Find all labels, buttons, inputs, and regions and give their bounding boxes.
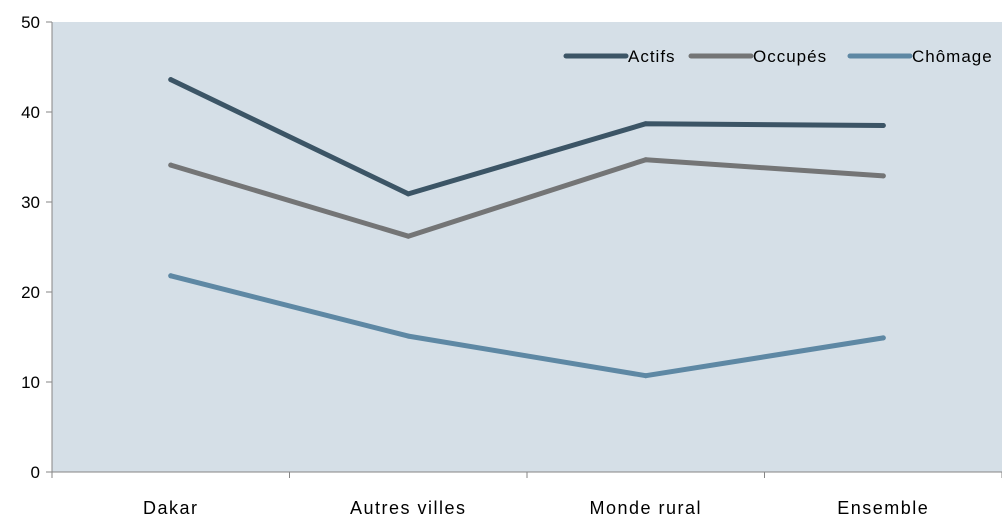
data-point	[880, 335, 886, 341]
data-point	[168, 77, 174, 83]
x-tick-label: Autres villes	[350, 498, 467, 518]
data-point	[880, 123, 886, 128]
series-group	[168, 273, 886, 379]
data-point	[405, 191, 411, 197]
data-point	[643, 373, 649, 379]
y-tick-label: 10	[21, 373, 40, 392]
series-layer	[168, 77, 886, 379]
data-point	[643, 121, 649, 127]
legend-item: Chômage	[847, 47, 993, 66]
y-tick-label: 20	[21, 283, 40, 302]
legend-item: Actifs	[563, 47, 676, 66]
legend-item: Occupés	[688, 47, 827, 66]
series-line	[168, 157, 886, 239]
y-tick-label: 40	[21, 103, 40, 122]
series-group	[168, 77, 886, 197]
data-point	[643, 157, 649, 163]
legend-label: Actifs	[628, 47, 676, 66]
series-group	[168, 157, 886, 239]
y-tick-label: 0	[31, 463, 40, 482]
legend-label: Chômage	[912, 47, 993, 66]
legend-label: Occupés	[753, 47, 827, 66]
data-point	[168, 273, 174, 279]
data-point	[168, 162, 174, 168]
series-line	[168, 273, 886, 379]
x-tick-label: Dakar	[143, 498, 199, 518]
data-point	[405, 333, 411, 339]
data-point	[405, 233, 411, 239]
y-tick-label: 30	[21, 193, 40, 212]
data-point	[880, 173, 886, 179]
x-tick-label: Monde rural	[589, 498, 702, 518]
series-line	[168, 77, 886, 197]
legend: Actifs Occupés Chômage	[563, 47, 993, 66]
y-tick-label: 50	[21, 13, 40, 32]
axes: 0 10 20 30 40 50 Dakar Autres villes Monde rural…	[21, 13, 1002, 518]
x-tick-label: Ensemble	[837, 498, 929, 518]
